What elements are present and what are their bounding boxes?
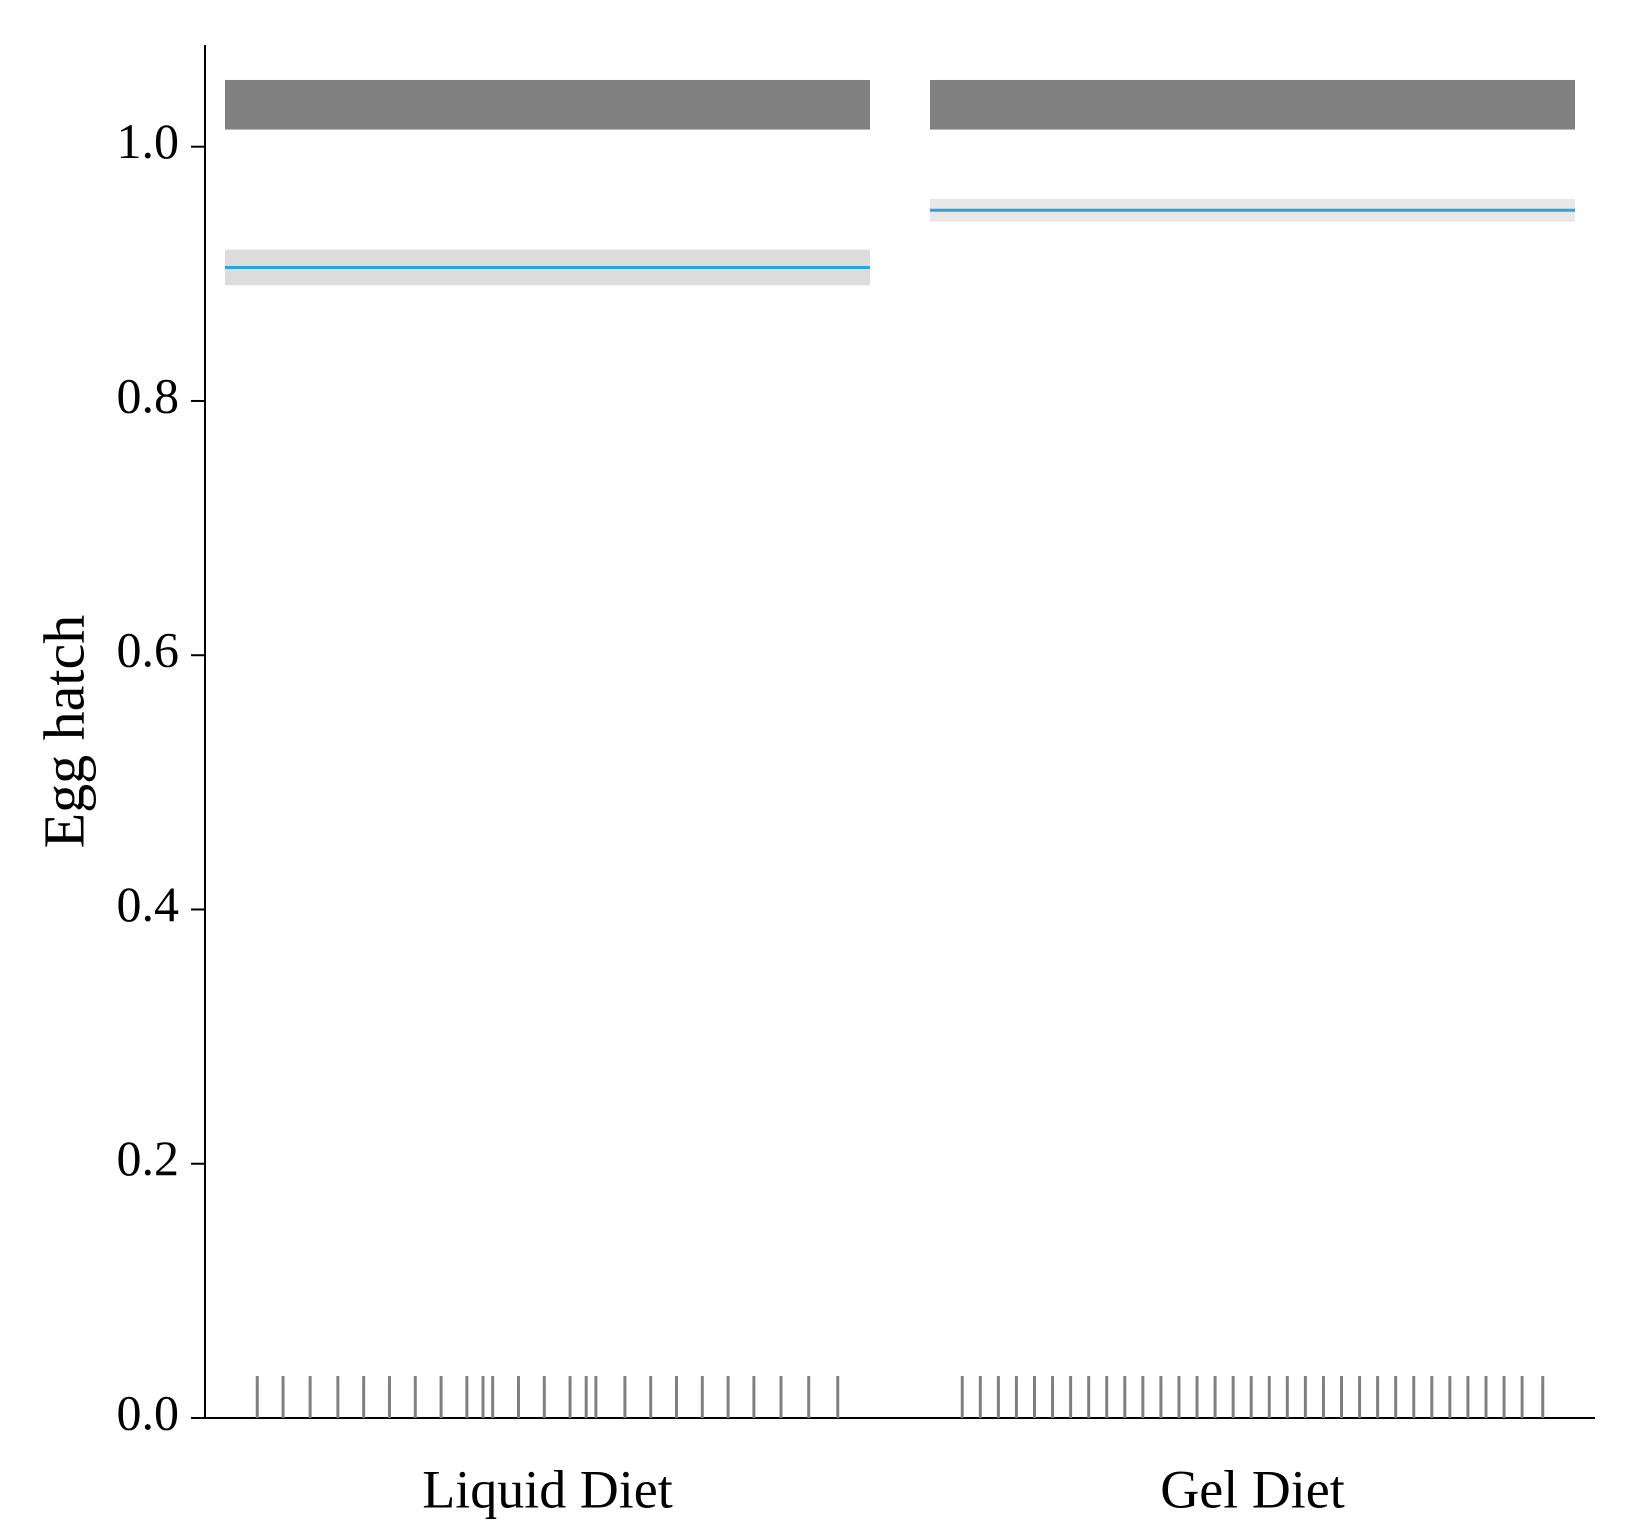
y-tick-label: 0.4: [117, 876, 180, 932]
top-density-band: [225, 80, 870, 130]
y-tick-label: 0.2: [117, 1130, 180, 1186]
y-tick-label: 0.6: [117, 622, 180, 678]
top-density-band: [930, 80, 1575, 130]
y-tick-label: 0.8: [117, 367, 180, 423]
y-tick-label: 0.0: [117, 1384, 180, 1440]
x-category-label: Liquid Diet: [422, 1460, 672, 1520]
y-tick-label: 1.0: [117, 113, 180, 169]
x-category-label: Gel Diet: [1160, 1460, 1344, 1520]
egg-hatch-chart: 0.0 0.2 0.4 0.6 0.8 1.0 Egg hatch Liquid Diet Ge…: [0, 0, 1647, 1528]
y-axis-label: Egg hatch: [31, 615, 96, 849]
chart-svg: 0.0 0.2 0.4 0.6 0.8 1.0 Egg hatch Liquid Diet Ge…: [0, 0, 1647, 1528]
